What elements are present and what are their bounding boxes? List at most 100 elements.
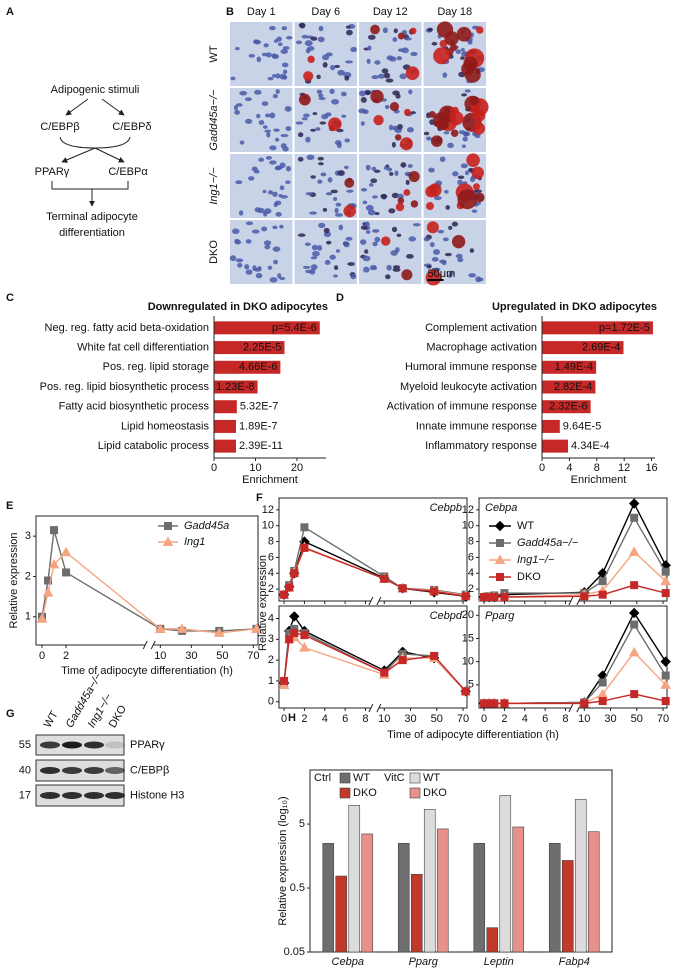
axis-break — [150, 640, 156, 650]
nucleus — [455, 49, 462, 54]
micrograph — [294, 154, 357, 218]
y-tick-label: 1 — [25, 611, 31, 623]
nucleus — [367, 34, 376, 40]
nucleus — [245, 239, 252, 244]
nucleus — [444, 189, 449, 194]
nucleus — [286, 36, 293, 40]
y-tick-label: 0.05 — [284, 946, 305, 958]
nucleus — [384, 104, 390, 110]
nucleus — [262, 189, 267, 194]
y-tick-label: 5 — [299, 818, 305, 830]
nucleus — [347, 262, 356, 266]
nucleus — [343, 165, 349, 170]
nucleus — [264, 129, 272, 133]
nucleus — [269, 277, 278, 283]
bar — [335, 875, 348, 953]
bar — [214, 360, 281, 374]
blot-band — [62, 792, 82, 799]
marker — [48, 558, 60, 569]
nucleus — [258, 120, 265, 125]
nucleus — [362, 255, 371, 262]
category-label: Lipid catabolic process — [98, 440, 210, 452]
bar — [361, 833, 374, 953]
nucleus — [235, 46, 240, 51]
nucleus — [285, 126, 292, 132]
nucleus — [305, 136, 311, 143]
series-line — [484, 550, 667, 598]
category-label: Myeloid leukocyte activation — [400, 381, 537, 393]
nucleus — [304, 242, 311, 246]
nucleus — [406, 127, 414, 133]
category-label: Complement activation — [425, 322, 537, 334]
micrograph — [294, 88, 357, 152]
bar-annotation: 1.23E-8 — [216, 381, 255, 393]
nucleus — [309, 211, 317, 215]
x-axis-label: Time of adipocyte differentiation (h) — [61, 665, 233, 677]
marker — [164, 522, 172, 530]
lipid-droplet — [436, 21, 454, 38]
nucleus — [341, 114, 347, 118]
scale-bar-label: 50μm — [428, 268, 456, 280]
nucleus — [329, 254, 336, 260]
lipid-droplet — [471, 166, 484, 179]
nucleus — [433, 195, 442, 201]
marker — [62, 568, 71, 577]
nucleus — [330, 189, 338, 194]
lane-label: WT — [42, 709, 61, 730]
x-tick-label: 8 — [594, 462, 600, 474]
nucleus — [457, 257, 464, 263]
axis-break-gap — [370, 598, 379, 604]
nucleus — [245, 269, 253, 275]
bar — [348, 805, 361, 953]
nucleus — [269, 25, 276, 31]
nucleus — [274, 200, 282, 206]
marker — [380, 574, 389, 583]
lipid-droplet — [464, 66, 481, 83]
nucleus — [340, 91, 347, 97]
nucleus — [279, 185, 285, 191]
nucleus — [275, 73, 281, 79]
axis-break — [376, 596, 382, 606]
panel-title: Cebpa — [485, 502, 517, 514]
nucleus — [394, 170, 399, 176]
nucleus — [267, 76, 274, 81]
nucleus — [427, 27, 433, 32]
nucleus — [389, 171, 394, 176]
nucleus — [365, 230, 371, 234]
nucleus — [272, 93, 278, 99]
marker — [630, 620, 639, 629]
nucleus — [279, 162, 286, 168]
marker — [60, 546, 72, 557]
axis-break — [568, 596, 574, 606]
nucleus — [234, 238, 240, 244]
nucleus — [327, 177, 333, 183]
nucleus — [363, 266, 370, 273]
nucleus — [372, 195, 378, 199]
lipid-droplet — [303, 71, 314, 82]
micrograph — [423, 220, 486, 286]
x-tick-label: 4 — [566, 462, 572, 474]
axis-break — [568, 703, 574, 713]
nucleus — [461, 144, 466, 148]
nucleus — [428, 167, 435, 173]
nucleus — [335, 249, 341, 253]
nucleus — [251, 166, 258, 172]
axis-break-gap — [370, 705, 379, 711]
lipid-droplet — [410, 200, 419, 208]
nucleus — [310, 256, 318, 260]
nucleus — [381, 68, 389, 74]
lipid-droplet — [430, 135, 443, 148]
nucleus — [284, 105, 292, 112]
nucleus — [312, 250, 320, 257]
nucleus — [317, 156, 324, 161]
nucleus — [304, 40, 313, 47]
lipid-droplet — [472, 122, 486, 135]
marker — [598, 590, 607, 599]
blot-band — [105, 767, 125, 774]
category-label: Fatty acid biosynthetic process — [59, 401, 210, 413]
pathway-node: C/EBPβ — [40, 121, 79, 133]
x-tick-label: 4 — [322, 713, 328, 725]
marker — [280, 590, 289, 599]
marker — [494, 554, 506, 564]
